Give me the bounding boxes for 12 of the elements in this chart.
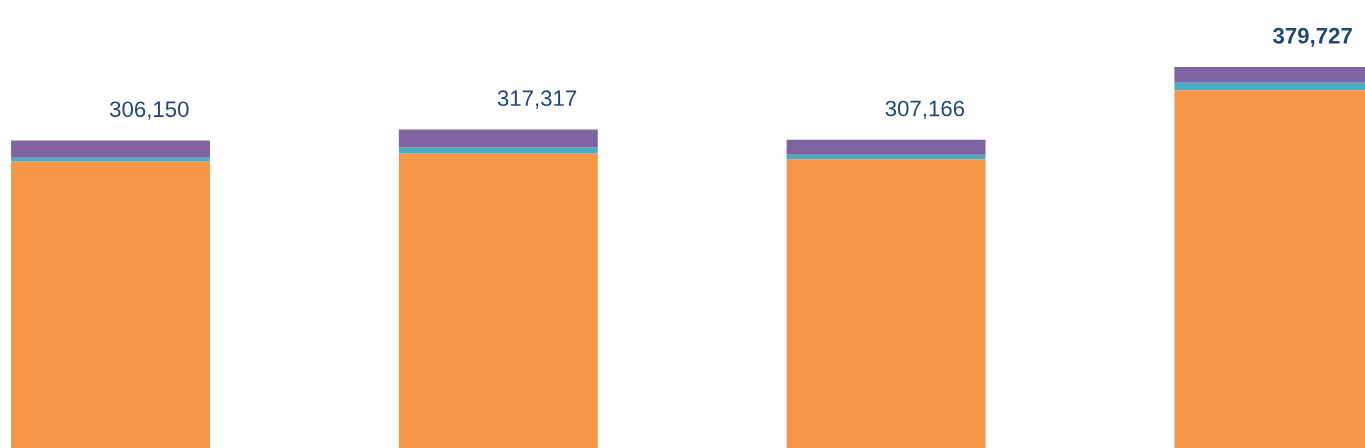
bar: [786, 139, 986, 155]
bar: [11, 161, 210, 448]
bar: [398, 129, 598, 148]
bar: [11, 140, 210, 158]
bar: [786, 159, 986, 448]
bar: [398, 153, 598, 448]
annotation: 317,317: [497, 90, 577, 109]
bar: [398, 147, 598, 154]
annotation: 306,150: [109, 101, 189, 120]
bar: [11, 157, 210, 162]
annotation: 379,727: [1273, 27, 1352, 47]
annotation: 307,166: [885, 100, 965, 119]
